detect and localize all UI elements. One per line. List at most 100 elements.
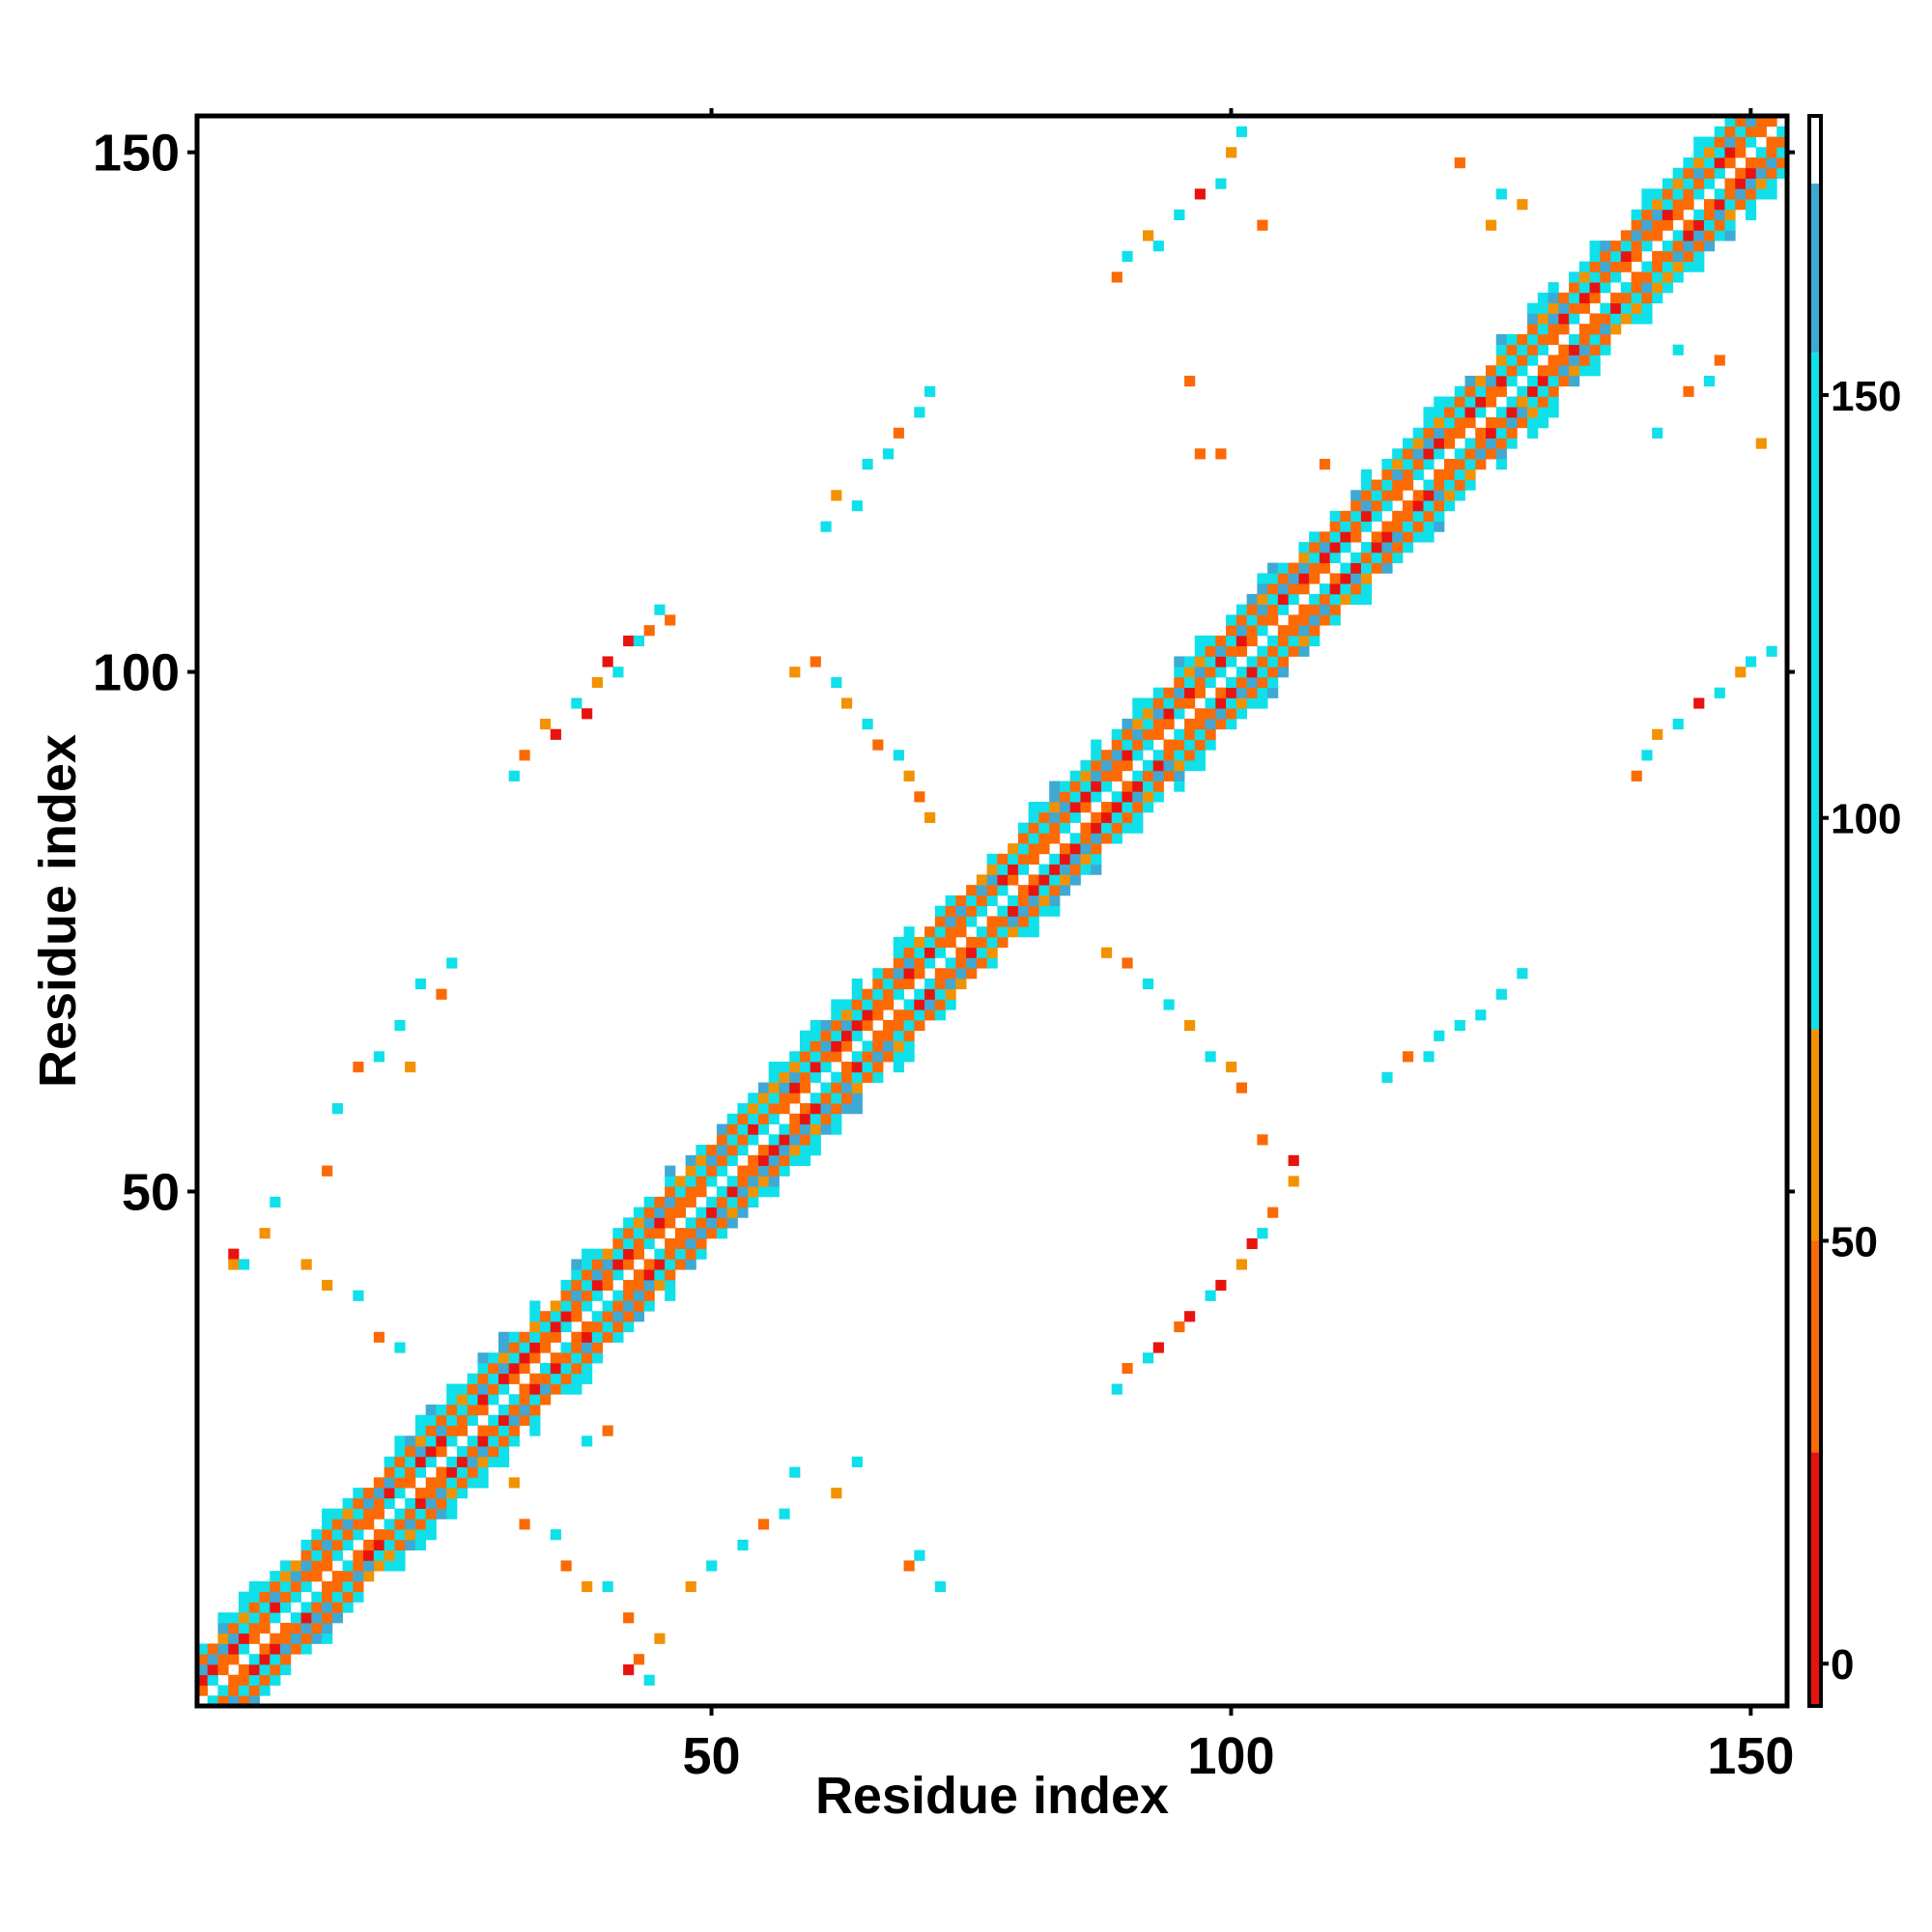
diagonal-cell — [550, 1300, 561, 1312]
diagonal-cell — [1443, 396, 1456, 408]
diagonal-cell — [1008, 895, 1019, 907]
diagonal-cell — [872, 978, 884, 990]
diagonal-cell — [1215, 687, 1227, 698]
diagonal-cell — [270, 1571, 281, 1582]
diagonal-cell — [1122, 802, 1133, 813]
diagonal-cell — [529, 1311, 541, 1322]
diagonal-cell — [1766, 116, 1777, 128]
diagonal-cell — [1371, 490, 1382, 501]
diagonal-cell — [1184, 750, 1196, 761]
diagonal-cell — [1412, 510, 1424, 522]
diagonal-cell — [1152, 770, 1164, 781]
diagonal-cell — [248, 1674, 260, 1686]
diagonal-cell — [841, 1103, 853, 1115]
diagonal-cell — [1371, 510, 1382, 522]
diagonal-cell — [1693, 219, 1705, 231]
diagonal-cell — [414, 1456, 427, 1467]
diagonal-cell — [831, 1113, 842, 1124]
diagonal-cell — [550, 1383, 561, 1395]
diagonal-cell — [748, 1196, 759, 1208]
diagonal-cell — [831, 1071, 842, 1083]
diagonal-cell — [322, 1508, 333, 1520]
diagonal-cell — [331, 1549, 344, 1561]
diagonal-cell — [1672, 261, 1684, 272]
diagonal-cell — [1028, 895, 1039, 907]
contact-cell — [654, 1633, 666, 1644]
diagonal-cell — [1049, 864, 1061, 875]
diagonal-cell — [560, 1362, 572, 1375]
diagonal-cell — [1558, 355, 1570, 366]
diagonal-cell — [1495, 355, 1507, 366]
diagonal-cell — [1610, 261, 1622, 272]
contact-cell — [582, 708, 593, 720]
diagonal-cell — [872, 999, 884, 1010]
contact-cell — [831, 676, 842, 689]
diagonal-cell — [1683, 178, 1694, 189]
contact-cell — [1194, 448, 1206, 460]
diagonal-cell — [810, 1061, 821, 1073]
diagonal-cell — [394, 1539, 406, 1551]
diagonal-cell — [1267, 583, 1279, 595]
diagonal-cell — [488, 1456, 499, 1467]
diagonal-cell — [217, 1663, 229, 1676]
diagonal-cell — [446, 1435, 458, 1447]
diagonal-cell — [363, 1539, 375, 1551]
diagonal-cell — [1672, 271, 1684, 283]
diagonal-cell — [1100, 802, 1113, 813]
diagonal-cell — [248, 1580, 260, 1593]
diagonal-cell — [353, 1497, 364, 1509]
diagonal-cell — [1205, 708, 1216, 720]
diagonal-cell — [685, 1217, 696, 1229]
diagonal-cell — [1392, 552, 1404, 563]
contact-cell — [1122, 957, 1133, 969]
diagonal-cell — [934, 1009, 946, 1021]
diagonal-cell — [591, 1290, 603, 1301]
diagonal-cell — [1360, 521, 1373, 532]
diagonal-cell — [1163, 718, 1175, 730]
diagonal-cell — [643, 1259, 655, 1270]
diagonal-cell — [300, 1549, 312, 1561]
diagonal-cell — [239, 1612, 250, 1624]
diagonal-cell — [1662, 241, 1674, 252]
diagonal-cell — [1537, 302, 1548, 314]
diagonal-cell — [674, 1176, 687, 1187]
diagonal-cell — [1371, 552, 1382, 563]
contact-cell — [1246, 1237, 1258, 1250]
diagonal-cell — [488, 1446, 499, 1458]
diagonal-cell — [757, 1176, 770, 1187]
diagonal-cell — [674, 1237, 687, 1250]
diagonal-cell — [748, 1154, 759, 1166]
diagonal-cell — [582, 1352, 593, 1364]
diagonal-cell — [591, 1331, 603, 1343]
diagonal-cell — [1049, 791, 1061, 803]
diagonal-cell — [1309, 573, 1321, 584]
diagonal-cell — [1558, 375, 1570, 387]
diagonal-cell — [270, 1591, 281, 1603]
colorbar-frame — [1807, 114, 1823, 1708]
diagonal-cell — [519, 1352, 530, 1364]
diagonal-cell — [893, 947, 904, 958]
diagonal-cell — [1226, 687, 1237, 698]
diagonal-cell — [1122, 811, 1133, 823]
diagonal-cell — [779, 1082, 790, 1094]
diagonal-cell — [1755, 147, 1767, 158]
diagonal-cell — [1017, 916, 1030, 927]
diagonal-cell — [612, 1311, 624, 1322]
diagonal-cell — [405, 1508, 416, 1520]
diagonal-cell — [893, 1051, 904, 1063]
diagonal-cell — [903, 978, 915, 990]
diagonal-cell — [1205, 656, 1216, 668]
contact-cell — [1111, 1383, 1122, 1395]
diagonal-cell — [820, 1040, 832, 1052]
colorbar-tick-label: 0 — [1831, 1641, 1854, 1689]
diagonal-cell — [1163, 687, 1175, 698]
diagonal-cell — [883, 968, 895, 980]
diagonal-cell — [1080, 864, 1092, 875]
diagonal-cell — [1755, 188, 1767, 200]
diagonal-cell — [1226, 645, 1237, 657]
diagonal-cell — [674, 1248, 687, 1260]
diagonal-cell — [446, 1497, 458, 1509]
diagonal-cell — [768, 1176, 780, 1187]
diagonal-cell — [488, 1425, 499, 1436]
contact-cell — [550, 1529, 561, 1541]
